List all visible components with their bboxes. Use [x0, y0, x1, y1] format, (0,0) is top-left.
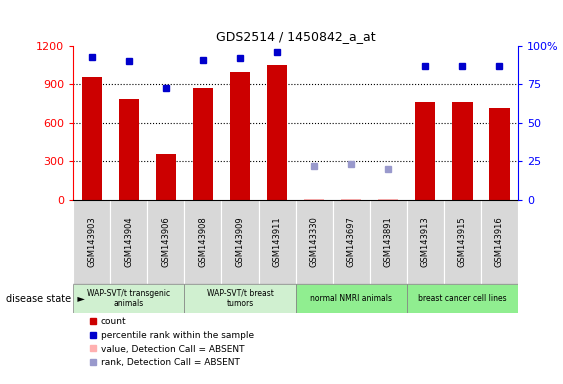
- Bar: [452, 103, 472, 200]
- Bar: [73, 200, 110, 284]
- Bar: [370, 200, 406, 284]
- Bar: [481, 200, 518, 284]
- Bar: [230, 72, 250, 200]
- Bar: [148, 200, 185, 284]
- Text: WAP-SVT/t transgenic
animals: WAP-SVT/t transgenic animals: [87, 289, 171, 308]
- Text: GSM143903: GSM143903: [87, 217, 96, 267]
- Text: GSM143906: GSM143906: [162, 217, 171, 267]
- Text: GSM143891: GSM143891: [384, 217, 393, 267]
- Bar: [185, 200, 221, 284]
- Text: WAP-SVT/t breast
tumors: WAP-SVT/t breast tumors: [207, 289, 274, 308]
- Bar: [489, 108, 510, 200]
- Text: GSM143908: GSM143908: [198, 217, 207, 267]
- Bar: [193, 88, 213, 200]
- Bar: [406, 284, 518, 313]
- Bar: [258, 200, 296, 284]
- Bar: [119, 99, 139, 200]
- Bar: [185, 284, 296, 313]
- Bar: [296, 284, 406, 313]
- Bar: [406, 200, 444, 284]
- Text: breast cancer cell lines: breast cancer cell lines: [418, 294, 507, 303]
- Text: GSM143913: GSM143913: [421, 217, 430, 267]
- Text: GSM143909: GSM143909: [235, 217, 244, 267]
- Title: GDS2514 / 1450842_a_at: GDS2514 / 1450842_a_at: [216, 30, 376, 43]
- Text: disease state  ►: disease state ►: [6, 293, 84, 304]
- Bar: [415, 103, 436, 200]
- Bar: [341, 199, 361, 200]
- Bar: [82, 77, 102, 200]
- Text: GSM143697: GSM143697: [347, 217, 356, 267]
- Bar: [73, 284, 185, 313]
- Bar: [296, 200, 333, 284]
- Text: normal NMRI animals: normal NMRI animals: [310, 294, 392, 303]
- Bar: [155, 154, 176, 200]
- Legend: count, percentile rank within the sample, value, Detection Call = ABSENT, rank, : count, percentile rank within the sample…: [90, 318, 254, 367]
- Text: GSM143904: GSM143904: [124, 217, 133, 267]
- Bar: [333, 200, 370, 284]
- Text: GSM143911: GSM143911: [272, 217, 282, 267]
- Text: GSM143330: GSM143330: [310, 217, 319, 267]
- Text: GSM143916: GSM143916: [495, 217, 504, 267]
- Bar: [110, 200, 148, 284]
- Text: GSM143915: GSM143915: [458, 217, 467, 267]
- Bar: [444, 200, 481, 284]
- Bar: [221, 200, 258, 284]
- Bar: [267, 65, 287, 200]
